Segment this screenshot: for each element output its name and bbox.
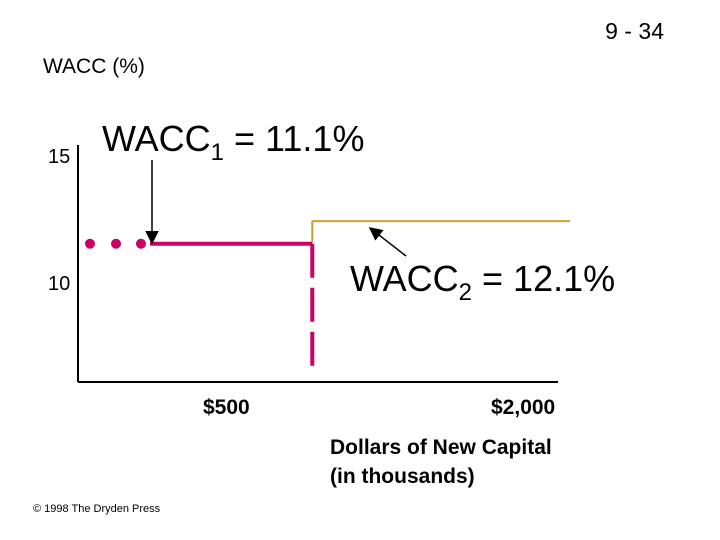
wacc2-arrow	[368, 227, 407, 257]
page-number: 9 - 34	[605, 18, 664, 44]
wacc1-dot	[85, 238, 95, 249]
y-tick-label: 10	[48, 273, 71, 295]
x-axis-title: Dollars of New Capital (in thousands)	[330, 433, 610, 491]
x-tick-label: $2,000	[491, 396, 556, 419]
wacc1-annotation: WACC1 = 11.1%	[102, 118, 364, 167]
wacc1-dot	[136, 238, 146, 249]
wacc1-value: = 11.1%	[224, 118, 365, 159]
wacc1-prefix: WACC	[102, 118, 211, 159]
wacc1-dot	[111, 238, 121, 249]
wacc2-prefix: WACC	[350, 258, 459, 299]
x-axis-title-line1: Dollars of New Capital	[330, 436, 552, 459]
x-tick-label: $500	[203, 396, 250, 419]
y-axis-title: WACC (%)	[43, 55, 145, 78]
wacc2-annotation: WACC2 = 12.1%	[350, 258, 615, 307]
wacc1-subscript: 1	[210, 139, 225, 166]
wacc2-value: = 12.1%	[472, 258, 616, 299]
wacc2-subscript: 2	[458, 279, 473, 306]
copyright-notice: © 1998 The Dryden Press	[33, 503, 161, 515]
x-axis-title-line2: (in thousands)	[330, 465, 475, 488]
y-tick-label: 15	[48, 146, 71, 168]
